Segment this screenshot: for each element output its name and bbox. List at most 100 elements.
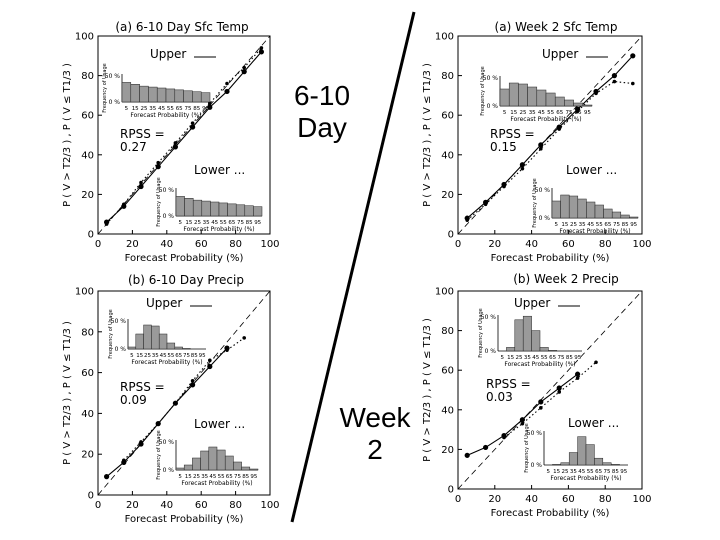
panel-4-hist-upper-bar: [548, 350, 558, 352]
panel-3-hist-lower-x-tick-label: 15: [185, 474, 192, 480]
panel-3-hist-upper-bar: [143, 324, 152, 350]
panel-2-hist-upper-x-label: Forecast Probability (%): [510, 116, 581, 123]
panel-2-hist-lower-x-tick-label: 65: [604, 222, 611, 228]
panel-2-hist-upper-bar: [499, 88, 510, 107]
panel-3-series-upper-point: [104, 474, 110, 480]
panel-1-hist-upper-bar: [165, 88, 176, 103]
panel-3-hist-upper-x-tick-label: 5: [130, 353, 134, 359]
panel-1-hist-upper-x-tick-label: 85: [193, 106, 200, 112]
panel-1-hist-upper-bar: [148, 86, 158, 103]
panel-1-hist-lower-bar: [184, 198, 194, 217]
panel-3-x-tick-label: 100: [260, 500, 279, 511]
label-6-10-day: 6-10 Day: [282, 80, 362, 144]
panel-4-rpss-value: 0.03: [486, 390, 513, 404]
panel-1: (a) 6-10 Day Sfc Temp 0 20 40 60 80 100 0 20 40 60…: [62, 20, 280, 264]
panel-2-hist-lower-x-tick-label: 75: [613, 222, 620, 228]
panel-4-hist-upper-x-tick-label: 5: [500, 355, 504, 361]
panel-3-series-lower-point: [190, 378, 195, 383]
panel-4-hist-lower-x-tick-label: 75: [604, 469, 611, 475]
panel-3-hist-lower-bar: [233, 461, 242, 471]
panel-1-hist-lower-bar: [244, 205, 254, 217]
panel-4-series-upper-point: [483, 444, 489, 451]
panel-2-legend-upper-label: Upper: [542, 47, 578, 61]
panel-1-y-tick-label: 40: [81, 150, 94, 161]
panel-1-hist-lower-bar: [227, 203, 237, 217]
panel-1-hist-lower-x-tick-label: 95: [254, 220, 261, 226]
panel-1-hist-upper-bar: [192, 91, 202, 103]
panel-3-series-lower-point: [208, 358, 212, 363]
panel-2-hist-lower-bar: [611, 211, 622, 219]
panel-2-series-lower-point: [539, 147, 543, 151]
panel-3-hist-lower-x-tick-label: 85: [242, 474, 249, 480]
panel-1-rpss-label: RPSS =: [120, 127, 165, 141]
panel-1-hist-upper-y-tick-label: 50 %: [105, 73, 121, 80]
panel-3-x-tick-label: 80: [229, 500, 242, 511]
panel-3-hist-upper-bar: [135, 333, 144, 350]
panel-4-x-tick-label: 40: [525, 494, 538, 505]
panel-4-hist-upper-x-tick-label: 85: [566, 355, 573, 361]
panel-3-series-upper-line: [106, 347, 228, 478]
panel-4-x-axis-label: Forecast Probability (%): [491, 508, 610, 519]
panel-3: (b) 6-10 Day Precip 0 20 40 60 80 100 0 20 40 60 80…: [62, 273, 280, 525]
panel-1-series-upper-point: [138, 183, 144, 190]
panel-4-hist-upper-x-tick-label: 35: [524, 355, 531, 361]
panel-2-hist-lower-bar: [577, 198, 587, 219]
panel-2-hist-upper-x-tick-label: 55: [547, 110, 554, 116]
panel-1-y-tick-label: 60: [81, 111, 94, 122]
panel-1-x-tick-label: 20: [126, 239, 139, 250]
panel-2-hist-lower-title: Lower ...: [566, 163, 617, 177]
panel-2-hist-lower-bar: [586, 201, 596, 219]
panel-2-hist-lower-bar: [629, 216, 639, 219]
panel-1-series-upper-point: [190, 124, 196, 130]
panel-3-hist-upper-bar: [151, 325, 160, 350]
panel-2-hist-lower-y-label: Frequency of Usage: [532, 178, 538, 227]
panel-2-hist-upper-bar: [573, 102, 584, 107]
panel-3-series-upper-point: [190, 382, 196, 388]
panel-4-diagonal-line: [457, 290, 643, 490]
panel-2-x-tick-label: 100: [632, 239, 651, 250]
panel-4-hist-upper-x-label: Forecast Probability (%): [504, 361, 575, 368]
panel-1-hist-lower-bar: [192, 199, 203, 217]
panel-3-hist-upper-bar: [127, 346, 137, 350]
panel-3-hist-lower-x-tick-label: 65: [226, 474, 233, 480]
panel-3-hist-lower-x-label: Forecast Probability (%): [181, 480, 252, 487]
panel-1-series-upper-point: [258, 49, 264, 55]
panel-4-series-lower-point: [502, 435, 506, 440]
panel-4-hist-lower-bar: [560, 462, 570, 466]
panel-1-hist-lower: Lower ... 50 % 0 %Frequency of Usage 5 15 25 3…: [156, 163, 263, 233]
panel-3-hist-upper-x-tick-label: 75: [183, 353, 190, 359]
panel-2-hist-lower-bar: [620, 214, 630, 219]
panel-1-hist-upper-bar: [183, 90, 193, 103]
panel-4-hist-lower-x-tick-label: 45: [578, 469, 585, 475]
panel-3-hist-upper-x-tick-label: 95: [199, 353, 206, 359]
panel-2-series-lower-point: [502, 184, 506, 189]
panel-2-hist-lower-y-tick-label: 50 %: [535, 187, 551, 194]
panel-2-hist-upper: 50 % 0 %Frequency of Usage 5 15 25 35 45 55 65 75…: [480, 66, 593, 123]
label-week-2-line-2: 2: [367, 434, 383, 465]
panel-1-hist-lower-x-tick-label: 35: [203, 220, 210, 226]
panel-4-series-lower-point: [575, 376, 580, 380]
panel-3-x-axis-label: Forecast Probability (%): [125, 514, 244, 525]
panel-1-hist-upper-y-tick-label: 0 %: [109, 99, 121, 106]
panel-4-hist-upper: 50 % 0 %Frequency of Usage 5 15 25 35 45 55 65 75…: [478, 308, 582, 368]
panel-3-hist-lower-x-tick-label: 35: [201, 474, 208, 480]
panel-2-hist-upper-x-tick-label: 95: [584, 110, 591, 116]
panel-3-hist-upper: 50 % 0 %Frequency of Usage 5 15 25 35 45 55 65 75…: [108, 309, 206, 366]
panel-1-series-upper-point: [224, 88, 230, 95]
label-6-10-day-line-1: 6-10: [293, 80, 351, 111]
panel-4-y-tick-label: 20: [441, 445, 454, 456]
panel-4-hist-lower-x-tick-label: 95: [620, 469, 627, 475]
panel-4-series-lower-point: [594, 360, 598, 365]
panel-3-y-tick-label: 20: [81, 450, 94, 461]
panel-4-y-tick-label: 60: [441, 366, 454, 377]
panel-1-hist-lower-title: Lower ...: [194, 163, 245, 177]
panel-1-hist-lower-bar: [253, 206, 263, 217]
panel-2-hist-upper-x-tick-label: 85: [575, 110, 582, 116]
label-week-2-line-1: Week: [339, 402, 411, 433]
panel-1-hist-upper-bar: [130, 84, 140, 103]
panel-1-series-lower-point: [173, 141, 178, 145]
panel-2-y-tick-label: 60: [441, 111, 454, 122]
panel-1-series-lower-point: [242, 65, 246, 70]
panel-1-y-tick-label: 80: [81, 71, 94, 82]
